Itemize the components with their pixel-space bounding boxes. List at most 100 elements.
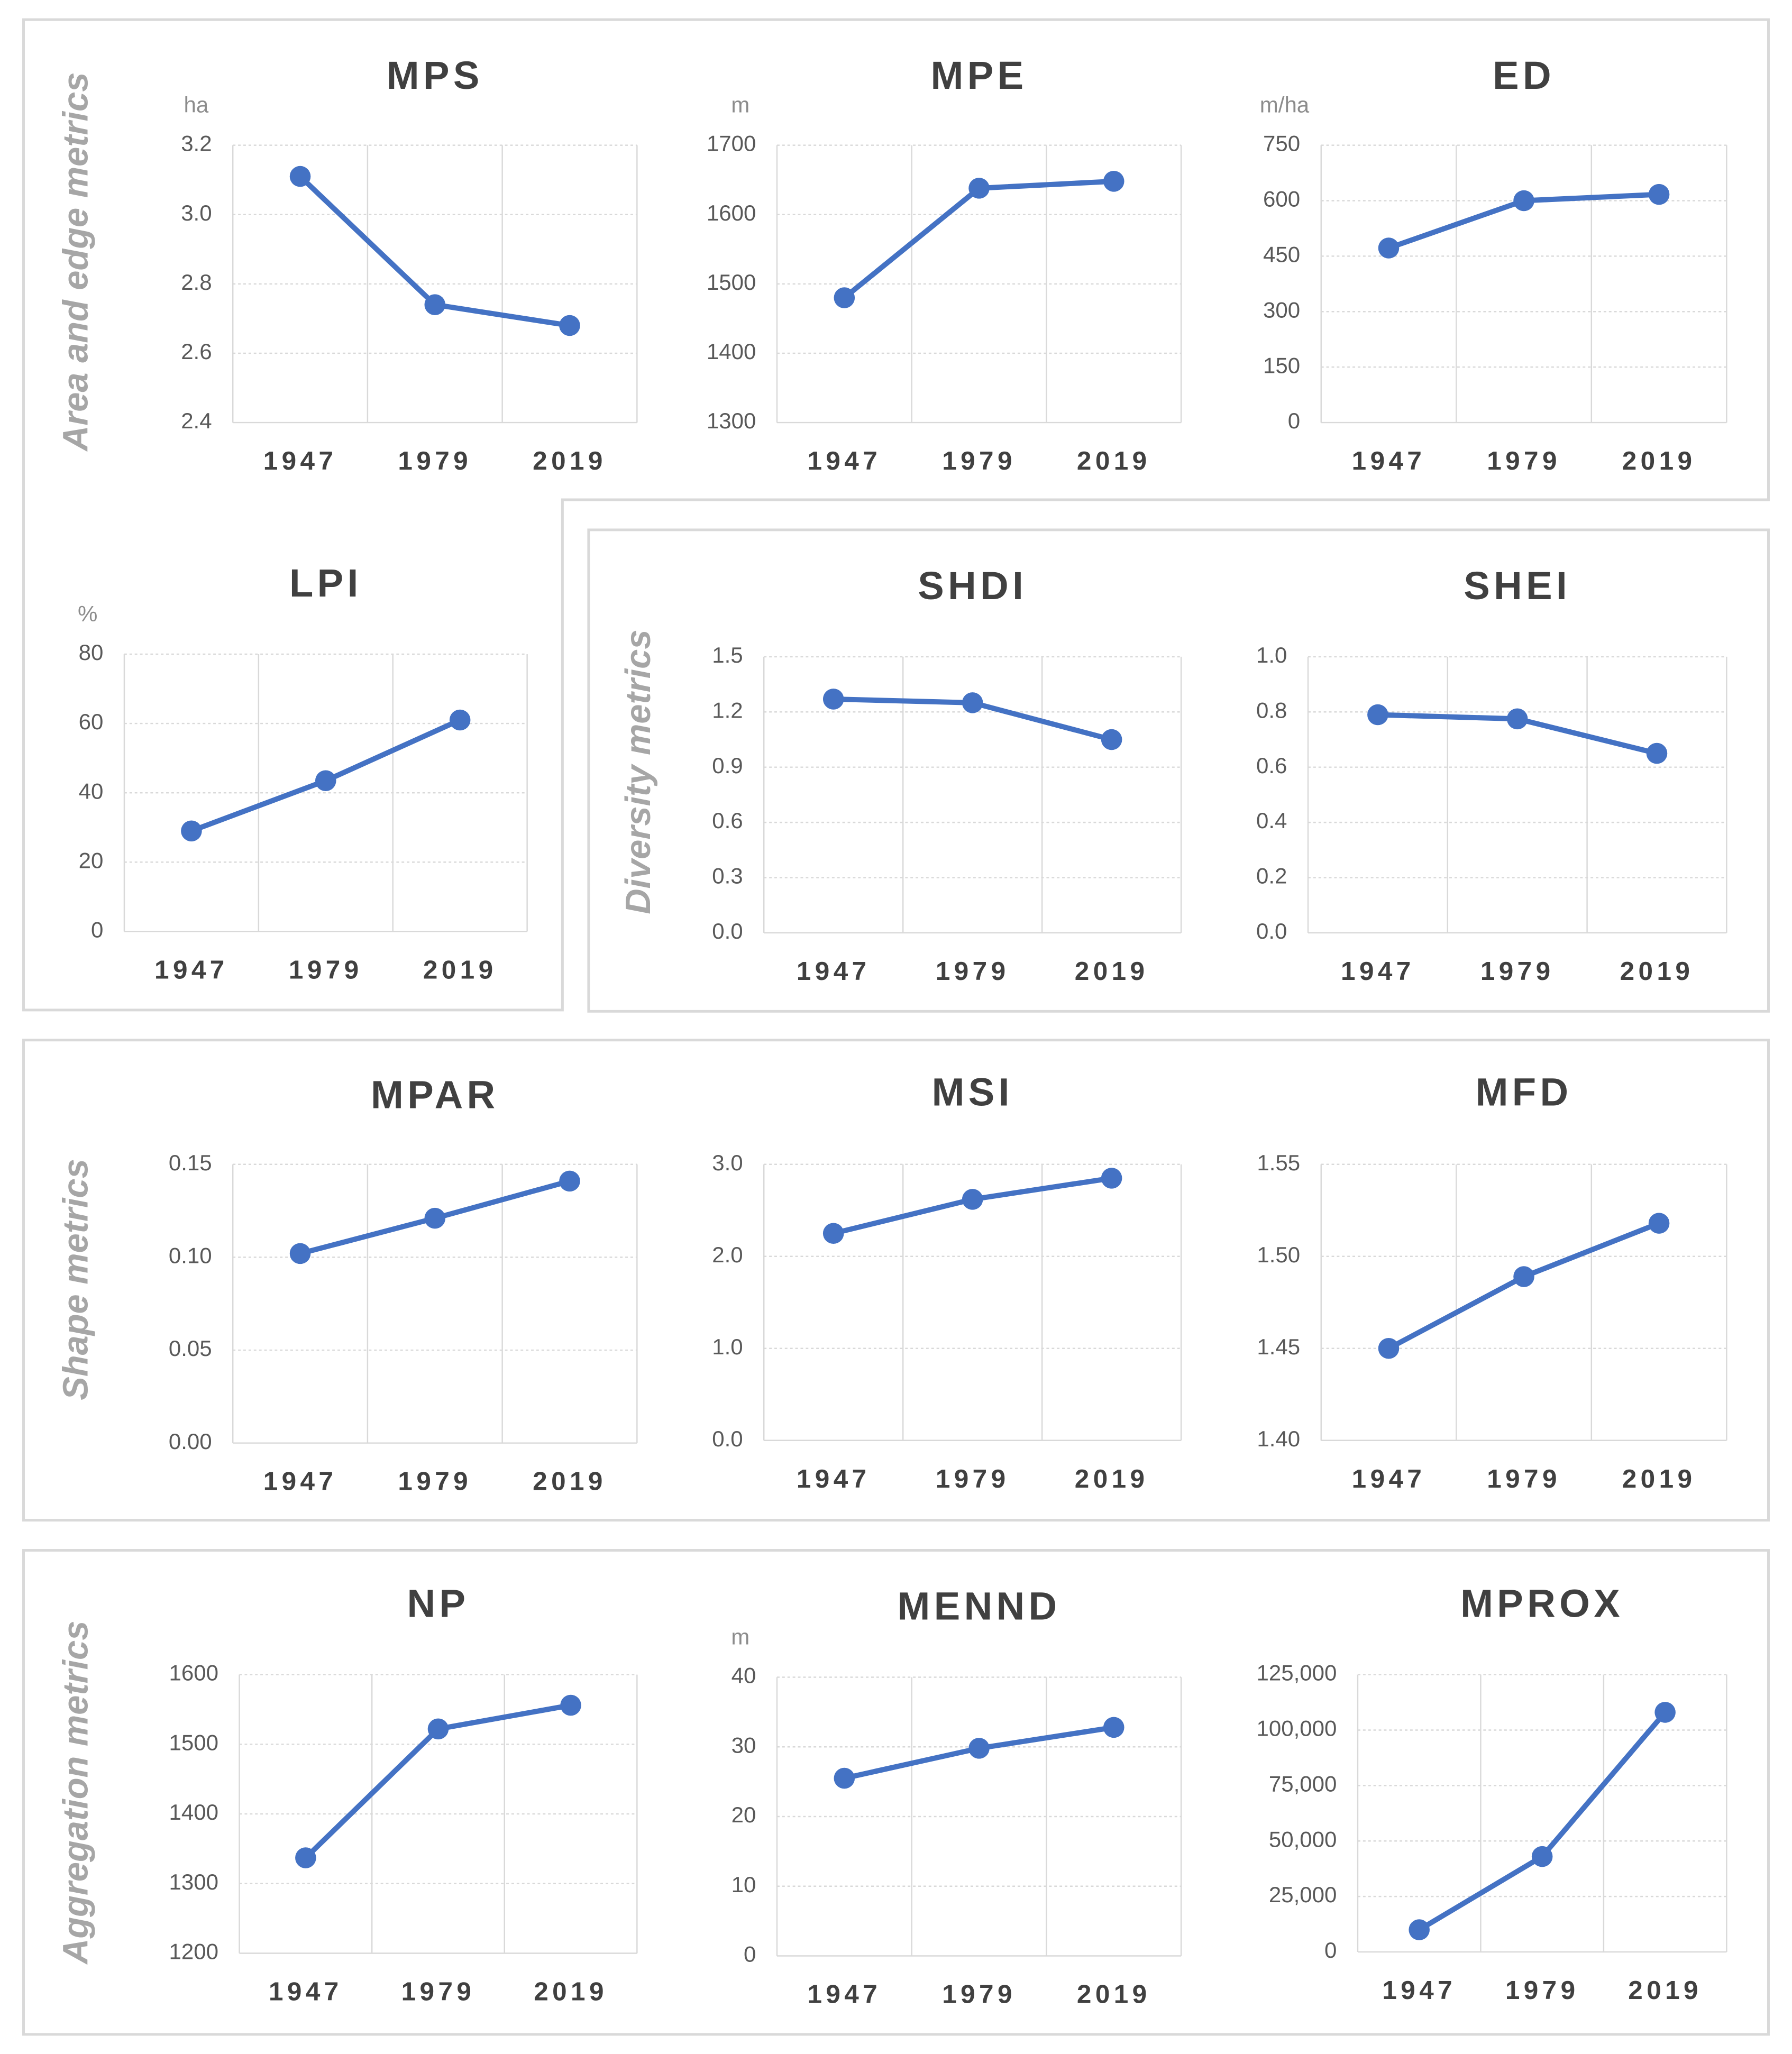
y-tick-label: 20 — [79, 848, 104, 873]
y-tick-label: 10 — [732, 1872, 756, 1897]
x-tick-label: 1979 — [936, 1464, 1010, 1493]
x-tick-label: 2019 — [1075, 1464, 1149, 1493]
x-tick-label: 2019 — [1077, 446, 1151, 475]
data-point — [289, 1243, 311, 1264]
y-tick-label: 1.2 — [712, 698, 743, 722]
group-frame — [22, 1039, 1770, 1522]
data-point — [560, 1694, 581, 1716]
y-tick-label: 1400 — [169, 1800, 218, 1824]
y-tick-label: 1.45 — [1257, 1334, 1300, 1359]
y-tick-label: 1500 — [707, 270, 756, 295]
chart-title: MENND — [898, 1584, 1061, 1628]
x-tick-label: 1947 — [263, 446, 337, 475]
y-tick-label: 125,000 — [1256, 1661, 1337, 1685]
data-point — [1654, 1702, 1676, 1723]
data-line — [843, 178, 1114, 300]
x-tick-label: 1979 — [1505, 1976, 1579, 2005]
y-tick-label: 1.55 — [1257, 1150, 1300, 1175]
y-tick-label: 0.0 — [712, 1426, 743, 1451]
data-point — [1378, 237, 1400, 259]
x-tick-label: 1947 — [1341, 957, 1415, 986]
group-label: Shape metrics — [57, 1159, 96, 1400]
y-tick-label: 1600 — [169, 1661, 218, 1685]
y-tick-label: 1600 — [707, 200, 756, 225]
y-tick-label: 0.8 — [1256, 698, 1287, 722]
y-tick-label: 1.40 — [1257, 1426, 1300, 1451]
y-tick-label: 0 — [91, 918, 103, 942]
y-tick-label: 1300 — [707, 408, 756, 433]
group-frame — [587, 528, 1770, 1013]
chart-title: SHDI — [918, 564, 1027, 608]
y-tick-label: 1700 — [707, 131, 756, 156]
data-point — [1378, 1337, 1400, 1359]
y-tick-label: 2.8 — [181, 270, 212, 295]
x-tick-label: 2019 — [1622, 1464, 1696, 1493]
data-point — [1648, 1213, 1670, 1234]
y-tick-label: 1.50 — [1257, 1242, 1300, 1267]
y-tick-label: 1.0 — [712, 1334, 743, 1359]
y-tick-label: 0.0 — [712, 919, 743, 943]
y-tick-label: 50,000 — [1269, 1827, 1337, 1851]
x-tick-label: 1979 — [1480, 957, 1555, 986]
y-tick-label: 30 — [732, 1732, 756, 1757]
y-tick-label: 0.10 — [169, 1243, 212, 1268]
y-unit: ha — [184, 93, 209, 117]
chart-title: MPROX — [1460, 1582, 1624, 1626]
chart-title: NP — [407, 1582, 470, 1626]
y-tick-label: 100,000 — [1256, 1716, 1337, 1741]
y-tick-label: 0 — [744, 1942, 756, 1967]
y-tick-label: 0 — [1324, 1938, 1337, 1963]
data-point — [822, 1223, 844, 1244]
x-tick-label: 1979 — [398, 446, 472, 475]
x-tick-label: 1979 — [936, 957, 1010, 986]
y-tick-label: 3.0 — [181, 200, 212, 225]
group-label: Aggregation metrics — [57, 1621, 96, 1965]
y-tick-label: 1500 — [169, 1730, 218, 1755]
data-point — [1646, 742, 1668, 764]
y-tick-label: 0.6 — [1256, 753, 1287, 778]
x-tick-label: 1979 — [289, 955, 363, 984]
y-tick-label: 1.0 — [1256, 643, 1287, 667]
y-tick-label: 1.5 — [712, 643, 743, 667]
y-tick-label: 0.2 — [1256, 864, 1287, 888]
data-point — [181, 820, 202, 842]
data-line — [1418, 1710, 1667, 1932]
group-label: Diversity metrics — [619, 629, 658, 914]
chart-title: MSI — [932, 1070, 1013, 1114]
data-point — [289, 166, 311, 187]
data-point — [822, 689, 844, 710]
data-point — [968, 178, 990, 199]
y-tick-label: 300 — [1263, 297, 1300, 322]
x-tick-label: 1947 — [1382, 1976, 1456, 2005]
y-tick-label: 3.2 — [181, 131, 212, 156]
x-tick-label: 1979 — [398, 1467, 472, 1496]
data-point — [1101, 1168, 1122, 1189]
data-point — [424, 1207, 446, 1229]
data-point — [1531, 1846, 1553, 1867]
y-tick-label: 450 — [1263, 242, 1300, 267]
chart-title: MFD — [1476, 1070, 1572, 1114]
x-tick-label: 1947 — [154, 955, 228, 984]
chart-title: ED — [1493, 53, 1555, 97]
chart-title: MPAR — [371, 1072, 499, 1116]
group-label: Area and edge metrics — [57, 72, 96, 452]
y-tick-label: 1400 — [707, 339, 756, 364]
y-tick-label: 60 — [79, 709, 104, 734]
y-tick-label: 0.3 — [712, 864, 743, 888]
y-tick-label: 0.05 — [169, 1336, 212, 1361]
y-tick-label: 2.6 — [181, 339, 212, 364]
y-tick-label: 3.0 — [712, 1150, 743, 1175]
x-tick-label: 2019 — [423, 955, 497, 984]
group-frames — [22, 18, 1770, 2036]
data-point — [834, 287, 855, 308]
data-point — [1513, 190, 1534, 212]
x-tick-label: 2019 — [533, 446, 607, 475]
data-point — [1103, 1717, 1124, 1738]
group-frame — [22, 1549, 1770, 2036]
data-point — [295, 1847, 316, 1868]
y-tick-label: 0.6 — [712, 808, 743, 833]
y-tick-label: 40 — [79, 778, 104, 803]
data-point — [1648, 184, 1670, 205]
